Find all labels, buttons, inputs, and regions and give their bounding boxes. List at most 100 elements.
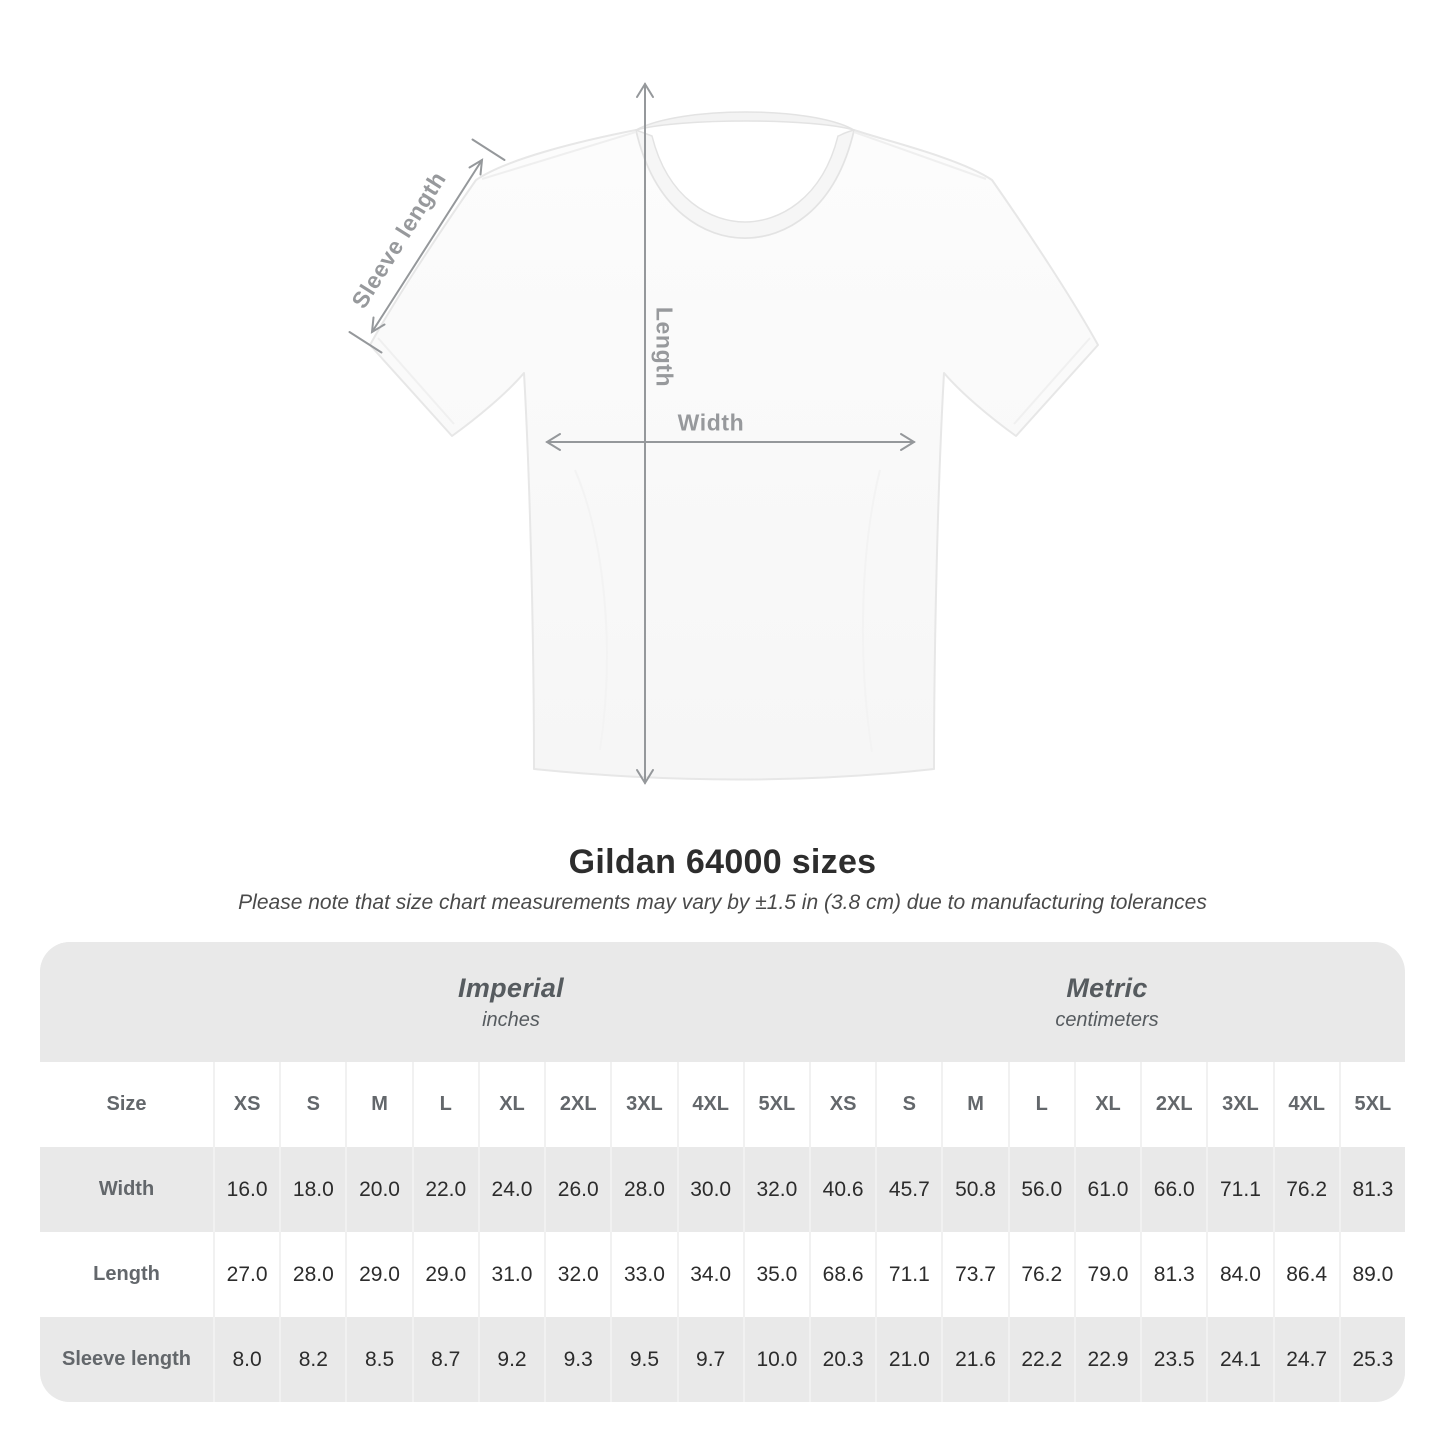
value-length-imperial-xl: 31.0 [479,1232,545,1317]
size-header-metric-4xl: 4XL [1274,1062,1339,1147]
size-header-imperial-5xl: 5XL [744,1062,809,1147]
value-length-metric-xl: 79.0 [1075,1232,1141,1317]
size-header-imperial-4xl: 4XL [678,1062,743,1147]
value-sleeve-length-metric-m: 21.6 [943,1317,1008,1402]
value-length-imperial-m: 29.0 [347,1232,412,1317]
value-width-metric-xs: 40.6 [810,1147,876,1232]
value-length-metric-3xl: 84.0 [1208,1232,1273,1317]
size-header-imperial-3xl: 3XL [612,1062,677,1147]
value-sleeve-length-metric-xs: 20.3 [810,1317,876,1402]
value-width-imperial-s: 18.0 [281,1147,346,1232]
value-sleeve-length-imperial-5xl: 10.0 [744,1317,809,1402]
value-width-imperial-xl: 24.0 [479,1147,545,1232]
value-length-imperial-5xl: 35.0 [744,1232,809,1317]
value-sleeve-length-metric-xl: 22.9 [1075,1317,1141,1402]
size-header-metric-3xl: 3XL [1208,1062,1273,1147]
metric-group-name: Metric [1066,972,1148,1003]
value-width-imperial-xs: 16.0 [215,1147,280,1232]
value-width-imperial-5xl: 32.0 [744,1147,809,1232]
value-width-metric-3xl: 71.1 [1208,1147,1273,1232]
row-label-width: Width [40,1147,213,1232]
value-length-imperial-xs: 27.0 [215,1232,280,1317]
value-width-metric-s: 45.7 [877,1147,942,1232]
value-length-metric-4xl: 86.4 [1274,1232,1339,1317]
table-row-length: Length 27.0 28.0 29.0 29.0 31.0 32.0 33.0 34.0 35… [40,1232,1405,1317]
size-header-metric-2xl: 2XL [1142,1062,1207,1147]
value-sleeve-length-imperial-2xl: 9.3 [546,1317,611,1402]
metric-group-header: Metric centimeters [809,942,1405,1062]
size-header-row: Size XS S M L XL 2XL 3XL 4XL 5XL XS S M L XL 2XL 3XL 4XL 5… [40,1062,1405,1147]
value-sleeve-length-metric-5xl: 25.3 [1340,1317,1405,1402]
size-header-imperial-s: S [281,1062,346,1147]
page-title: Gildan 64000 sizes [568,843,877,881]
tshirt-diagram: Sleeve length Length Width [346,82,1099,785]
imperial-group-name: Imperial [458,972,564,1003]
value-width-metric-xl: 61.0 [1075,1147,1141,1232]
value-sleeve-length-imperial-xl: 9.2 [479,1317,545,1402]
value-width-imperial-4xl: 30.0 [678,1147,743,1232]
value-length-imperial-s: 28.0 [281,1232,346,1317]
collar [635,111,855,131]
width-dimension-label: Width [677,409,745,436]
value-width-imperial-l: 22.0 [413,1147,478,1232]
value-length-metric-xs: 68.6 [810,1232,876,1317]
size-header-metric-5xl: 5XL [1340,1062,1405,1147]
width-arrow [545,433,916,451]
row-label-length: Length [40,1232,213,1317]
imperial-group-unit: inches [482,1008,540,1031]
size-header-imperial-m: M [347,1062,412,1147]
length-arrow [636,82,654,785]
value-width-metric-2xl: 66.0 [1142,1147,1207,1232]
size-header-metric-l: L [1009,1062,1074,1147]
value-length-imperial-2xl: 32.0 [546,1232,611,1317]
size-header-metric-xs: XS [810,1062,876,1147]
metric-group-unit: centimeters [1055,1008,1159,1031]
size-header-imperial-xs: XS [215,1062,280,1147]
value-length-imperial-l: 29.0 [413,1232,478,1317]
size-header-metric-m: M [943,1062,1008,1147]
size-header-metric-s: S [877,1062,942,1147]
row-label-sleeve-length: Sleeve length [40,1317,213,1402]
value-sleeve-length-metric-s: 21.0 [877,1317,942,1402]
size-table-body: Size XS S M L XL 2XL 3XL 4XL 5XL XS S M L XL 2XL 3XL 4XL 5… [40,1062,1405,1402]
value-sleeve-length-imperial-m: 8.5 [347,1317,412,1402]
value-width-metric-l: 56.0 [1009,1147,1074,1232]
tshirt-illustration [348,82,1099,785]
size-chart-table: Imperial inches Metric centimeters Size X… [40,942,1405,1402]
value-length-metric-5xl: 89.0 [1340,1232,1405,1317]
value-sleeve-length-metric-2xl: 23.5 [1142,1317,1207,1402]
value-width-metric-5xl: 81.3 [1340,1147,1405,1232]
tolerance-note: Please note that size chart measurements… [238,891,1207,914]
size-header-imperial-2xl: 2XL [546,1062,611,1147]
sleeve-length-arrow [348,138,506,354]
value-width-metric-4xl: 76.2 [1274,1147,1339,1232]
value-length-imperial-4xl: 34.0 [678,1232,743,1317]
value-sleeve-length-imperial-l: 8.7 [413,1317,478,1402]
unit-group-header-spacer [40,942,213,1062]
value-width-imperial-m: 20.0 [347,1147,412,1232]
value-length-imperial-3xl: 33.0 [612,1232,677,1317]
value-sleeve-length-metric-3xl: 24.1 [1208,1317,1273,1402]
length-dimension-label: Length [651,306,678,388]
value-sleeve-length-imperial-3xl: 9.5 [612,1317,677,1402]
unit-group-header-row: Imperial inches Metric centimeters [40,942,1405,1062]
value-sleeve-length-metric-4xl: 24.7 [1274,1317,1339,1402]
tshirt-shape [369,111,1099,781]
value-sleeve-length-imperial-xs: 8.0 [215,1317,280,1402]
value-length-metric-s: 71.1 [877,1232,942,1317]
value-sleeve-length-imperial-s: 8.2 [281,1317,346,1402]
value-width-metric-m: 50.8 [943,1147,1008,1232]
size-column-header: Size [40,1062,213,1147]
value-length-metric-2xl: 81.3 [1142,1232,1207,1317]
value-length-metric-m: 73.7 [943,1232,1008,1317]
value-sleeve-length-imperial-4xl: 9.7 [678,1317,743,1402]
table-row-sleeve-length: Sleeve length 8.0 8.2 8.5 8.7 9.2 9.3 9.5 9.7 10.… [40,1317,1405,1402]
value-sleeve-length-metric-l: 22.2 [1009,1317,1074,1402]
value-length-metric-l: 76.2 [1009,1232,1074,1317]
size-header-metric-xl: XL [1075,1062,1141,1147]
size-header-imperial-l: L [413,1062,478,1147]
value-width-imperial-3xl: 28.0 [612,1147,677,1232]
value-width-imperial-2xl: 26.0 [546,1147,611,1232]
imperial-group-header: Imperial inches [213,942,809,1062]
